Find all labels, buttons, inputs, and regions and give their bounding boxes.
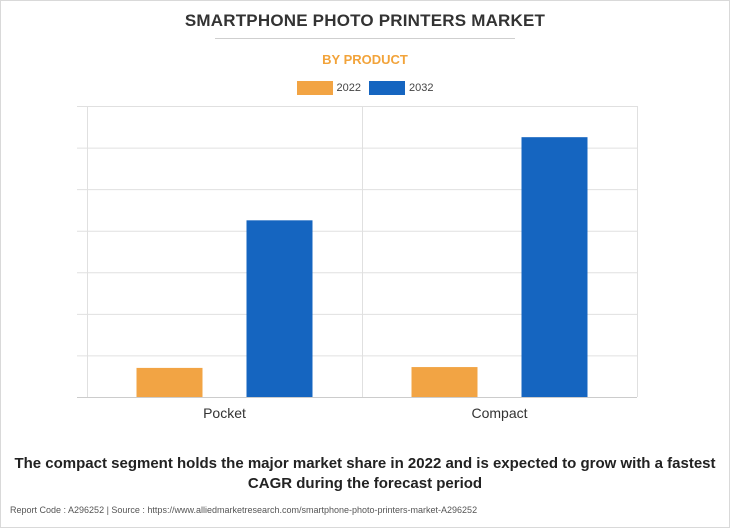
legend-swatch-2032 [369, 81, 405, 95]
x-tick-label: Pocket [203, 405, 246, 421]
bar-compact-2032 [521, 137, 588, 397]
bar-pocket-2022 [136, 367, 203, 397]
chart-subtitle: BY PRODUCT [322, 52, 408, 67]
bar-pocket-2032 [246, 220, 313, 397]
legend-item-2032: 2032 [369, 81, 433, 95]
legend-label-2032: 2032 [409, 82, 434, 94]
legend-item-2022: 2022 [296, 81, 361, 95]
title-divider [215, 38, 515, 39]
legend-label-2022: 2022 [336, 82, 361, 94]
chart-title: SMARTPHONE PHOTO PRINTERS MARKET [184, 11, 546, 30]
legend: 2022 2032 [0, 81, 730, 95]
bar-compact-2022 [411, 367, 478, 397]
legend-swatch-2022 [296, 81, 333, 95]
source-footer: Report Code : A296252 | Source : https:/… [10, 505, 478, 515]
chart-caption: The compact segment holds the major mark… [14, 455, 716, 492]
x-tick-label: Compact [471, 405, 527, 421]
